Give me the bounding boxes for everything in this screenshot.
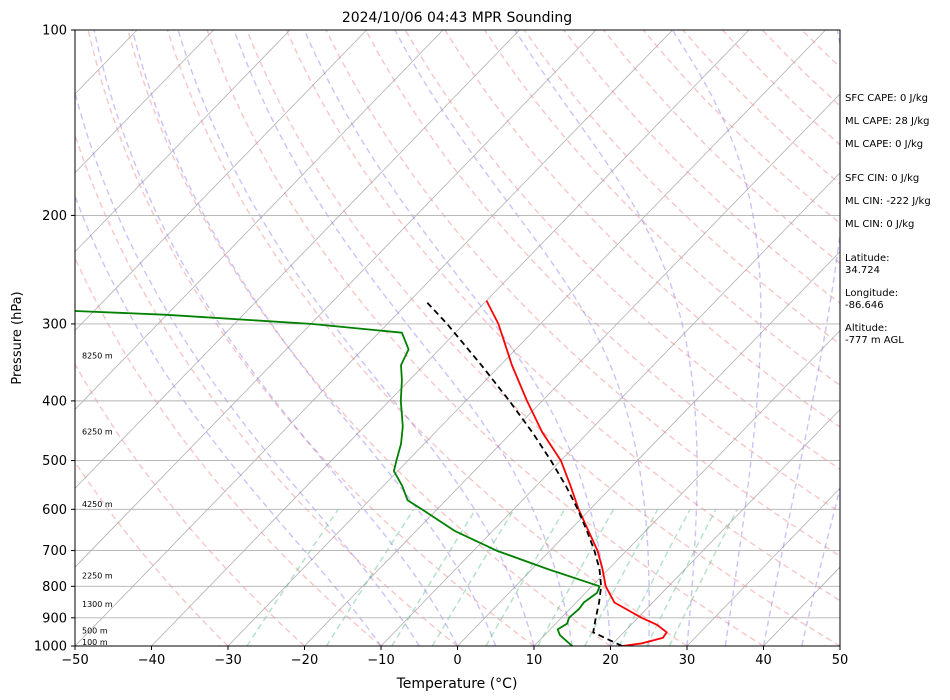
y-tick-label: 800 [42, 580, 67, 595]
isotherm-line [686, 487, 840, 646]
mixing-ratio-line [668, 508, 738, 646]
x-tick-label: −30 [214, 653, 241, 668]
reference-lines [75, 30, 840, 646]
y-tick-label: 700 [42, 544, 67, 559]
mixing-ratio-line [431, 508, 515, 646]
isotherm-line [151, 30, 750, 646]
x-tick-label: −20 [291, 653, 318, 668]
height-label: 6250 m [82, 427, 113, 436]
isotherm-line [75, 30, 291, 253]
sfc-cin-text: SFC CIN: 0 J/kg [845, 173, 920, 184]
x-tick-label: 0 [453, 653, 461, 668]
y-tick-label: 900 [42, 611, 67, 626]
mixing-ratio-line [485, 508, 566, 646]
longitude-text: Longitude: -86.646 [845, 288, 899, 311]
dry-adiabat-line [75, 256, 382, 646]
dry-adiabat-line [75, 362, 305, 646]
moist-adiabat-line [394, 30, 650, 646]
isotherm-line [227, 30, 826, 646]
height-label: 100 m [82, 638, 108, 647]
moist-adiabat-line [75, 194, 382, 646]
temperature-profile [485, 300, 668, 646]
ml-cape-text: ML CAPE: 28 J/kg [845, 116, 930, 127]
height-label: 1300 m [82, 600, 113, 609]
dry-adiabat-line [75, 460, 229, 646]
isotherm-line [75, 30, 597, 568]
moist-adiabat-line [801, 485, 840, 646]
x-axis-label: Temperature (°C) [396, 676, 518, 692]
x-tick-label: 40 [755, 653, 772, 668]
height-label: 2250 m [82, 572, 113, 581]
dry-adiabat-line [365, 30, 840, 514]
moist-adiabat-line [75, 89, 420, 646]
dewpoint-profile [75, 310, 601, 646]
moist-adiabat-line [303, 30, 612, 646]
dry-adiabat-line [444, 30, 840, 428]
dry-adiabat-line [87, 30, 535, 646]
x-tick-label: 30 [679, 653, 696, 668]
dry-adiabat-line [246, 30, 840, 646]
moist-adiabat-line [233, 30, 573, 646]
moist-adiabat-line [93, 30, 459, 646]
y-axis-label: Pressure (hPa) [10, 291, 25, 384]
moist-adiabat-line [671, 30, 762, 646]
latitude-text: Latitude: 34.724 [845, 253, 890, 276]
y-tick-label: 100 [42, 24, 67, 39]
chart-title: 2024/10/06 04:43 MPR Sounding [342, 10, 572, 26]
height-labels: 100 m 500 m 1300 m 2250 m 4250 m 6250 m 8250 m [82, 352, 113, 647]
sfc-cape-text: SFC CAPE: 0 J/kg [845, 93, 928, 104]
dry-adiabat-line [285, 30, 840, 602]
x-tick-label: 10 [526, 653, 543, 668]
y-tick-label: 1000 [34, 640, 67, 655]
isotherm-line [75, 30, 444, 410]
mixing-ratio-line [391, 508, 477, 646]
altitude-text: Altitude: -777 m AGL [845, 323, 904, 346]
mixing-ratio-line [584, 508, 659, 646]
isotherm-line [533, 329, 840, 646]
moist-adiabat-line [177, 30, 535, 646]
x-axis: −50 −40 −30 −20 −10 0 10 20 30 40 50 [61, 646, 848, 668]
dry-adiabat-line [127, 30, 611, 646]
pressure-gridlines [75, 30, 840, 646]
isotherm-line [75, 30, 673, 646]
ml-cin-text: ML CIN: -222 J/kg [845, 196, 931, 207]
moist-adiabat-line [514, 30, 698, 646]
moist-adiabat-line [131, 30, 497, 646]
y-tick-label: 500 [42, 454, 67, 469]
isotherm-line [610, 408, 840, 646]
y-tick-label: 200 [42, 209, 67, 224]
x-tick-label: 50 [832, 653, 849, 668]
y-tick-label: 300 [42, 317, 67, 332]
mixing-ratio-line [618, 508, 691, 646]
dry-adiabat-line [75, 132, 458, 646]
height-label: 4250 m [82, 500, 113, 509]
parcel-profile [424, 299, 623, 646]
x-tick-label: −10 [367, 653, 394, 668]
dry-adiabat-line [206, 30, 764, 646]
y-axis: 100 200 300 400 500 600 700 800 900 1000 [34, 24, 75, 655]
mixing-ratio-line [537, 508, 615, 646]
moist-adiabat-line [762, 30, 840, 646]
height-label: 500 m [82, 627, 108, 636]
height-label: 8250 m [82, 352, 113, 361]
dry-adiabat-line [325, 30, 840, 557]
x-tick-label: −50 [61, 653, 88, 668]
dry-adiabat-line [166, 30, 688, 646]
profile-lines [75, 299, 668, 646]
mixing-ratio-line [645, 508, 717, 646]
x-tick-label: 20 [602, 653, 619, 668]
y-tick-label: 400 [42, 394, 67, 409]
y-tick-label: 600 [42, 503, 67, 518]
dry-adiabat-line [404, 30, 840, 471]
isotherm-line [457, 251, 840, 646]
isotherm-line [75, 30, 367, 332]
isotherm-line [304, 93, 840, 646]
x-tick-label: −40 [138, 653, 165, 668]
ml-cin-text-2: ML CIN: 0 J/kg [845, 219, 915, 230]
isotherm-line [75, 30, 214, 174]
isotherm-line [75, 30, 520, 489]
ml-cape-text-2: ML CAPE: 0 J/kg [845, 139, 924, 150]
